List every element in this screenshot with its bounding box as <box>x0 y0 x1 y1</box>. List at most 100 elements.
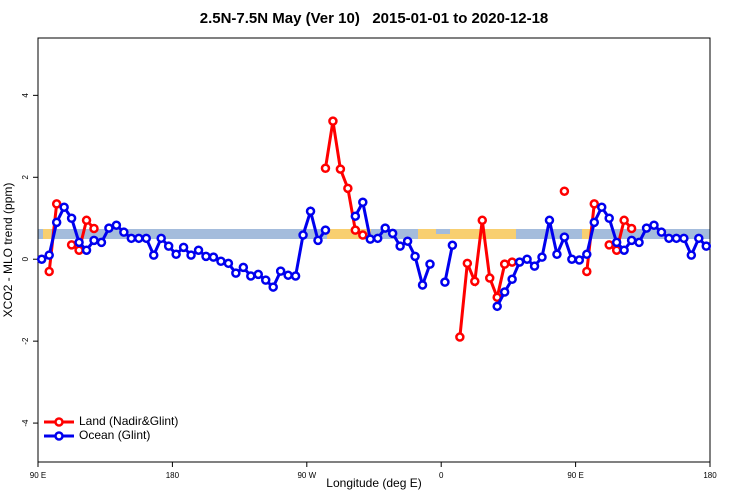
data-point <box>186 250 196 260</box>
data-point <box>283 270 293 280</box>
data-point <box>44 250 54 260</box>
data-point <box>320 225 331 235</box>
data-point <box>582 249 592 260</box>
legend: Land (Nadir&Glint)Ocean (Glint) <box>44 414 178 442</box>
data-point <box>66 213 77 224</box>
y-tick-label: -2 <box>21 337 30 345</box>
data-point <box>193 245 204 255</box>
data-point <box>552 249 562 260</box>
data-point <box>231 268 241 278</box>
data-point <box>582 266 592 277</box>
data-point <box>365 234 376 244</box>
data-point <box>626 223 637 234</box>
data-point <box>36 254 47 264</box>
ocean-band <box>38 229 710 239</box>
x-tick-label: 90 E <box>30 471 46 480</box>
data-point <box>350 211 361 221</box>
data-point <box>649 220 659 230</box>
data-point <box>522 254 532 264</box>
data-point <box>589 217 600 228</box>
data-point <box>574 255 585 265</box>
data-point <box>641 223 652 233</box>
data-point <box>514 257 525 267</box>
data-point <box>111 220 122 230</box>
data-point <box>290 271 301 281</box>
legend-marker <box>54 431 64 441</box>
series <box>36 197 712 312</box>
data-point <box>499 259 510 269</box>
x-axis-label: Longitude (deg E) <box>326 476 421 490</box>
x-tick-label: 0 <box>439 471 444 480</box>
data-point <box>694 233 704 244</box>
data-point <box>380 223 390 233</box>
data-point <box>223 258 234 269</box>
y-axis-label: XCO2 - MLO trend (ppm) <box>1 183 15 318</box>
x-tick-label: 90 W <box>297 471 316 480</box>
data-point <box>89 223 99 234</box>
data-point <box>358 230 368 240</box>
data-point <box>74 237 84 248</box>
data-point <box>305 206 316 217</box>
data-point <box>156 233 166 244</box>
legend-label: Ocean (Glint) <box>79 428 150 442</box>
data-point <box>51 217 62 228</box>
data-point <box>455 332 465 342</box>
data-point <box>387 228 398 239</box>
data-point <box>59 202 69 212</box>
data-point <box>335 164 346 174</box>
data-point <box>611 245 622 255</box>
data-point <box>260 275 271 285</box>
data-point <box>134 233 144 244</box>
data-point <box>148 250 159 260</box>
data-point <box>246 271 256 281</box>
data-point <box>686 250 697 260</box>
y-tick-label: 0 <box>21 256 30 261</box>
data-point <box>119 227 129 237</box>
data-point <box>656 227 667 237</box>
y-tick-label: -4 <box>21 419 30 427</box>
land-band <box>43 229 51 239</box>
data-point <box>74 245 84 255</box>
land-band <box>582 229 591 239</box>
legend-label: Land (Nadir&Glint) <box>79 414 178 428</box>
data-point <box>343 183 353 194</box>
data-point <box>626 235 637 246</box>
data-point <box>499 287 510 297</box>
data-point <box>96 237 107 248</box>
data-point <box>477 215 488 226</box>
data-point <box>178 242 189 253</box>
data-point <box>417 280 428 290</box>
data-point <box>425 259 435 269</box>
data-point <box>470 276 480 287</box>
data-point <box>462 258 473 269</box>
data-point <box>589 199 600 209</box>
data-point <box>440 277 450 287</box>
data-point <box>253 269 264 280</box>
data-point <box>611 237 622 248</box>
data-point <box>320 163 331 174</box>
data-point <box>51 199 62 209</box>
data-point <box>208 252 219 262</box>
data-point <box>619 245 629 255</box>
land-band <box>327 229 371 239</box>
data-point <box>679 233 689 244</box>
data-point <box>671 233 682 244</box>
x-tick-label: 180 <box>166 471 180 480</box>
data-point <box>163 241 174 251</box>
data-point <box>507 274 517 285</box>
y-tick-label: 4 <box>21 93 30 98</box>
chart-title: 2.5N-7.5N May (Ver 10) 2015-01-01 to 202… <box>200 10 549 27</box>
data-point <box>634 237 644 248</box>
data-point <box>701 241 712 251</box>
data-point <box>395 241 405 251</box>
data-point <box>126 233 137 244</box>
data-point <box>44 266 54 277</box>
data-point <box>171 249 181 260</box>
data-point <box>328 116 338 126</box>
y-tick-label: 2 <box>21 175 30 180</box>
data-point <box>544 215 555 226</box>
data-point <box>66 240 77 250</box>
data-point <box>559 186 570 196</box>
data-point <box>141 233 152 244</box>
data-point <box>313 235 323 246</box>
